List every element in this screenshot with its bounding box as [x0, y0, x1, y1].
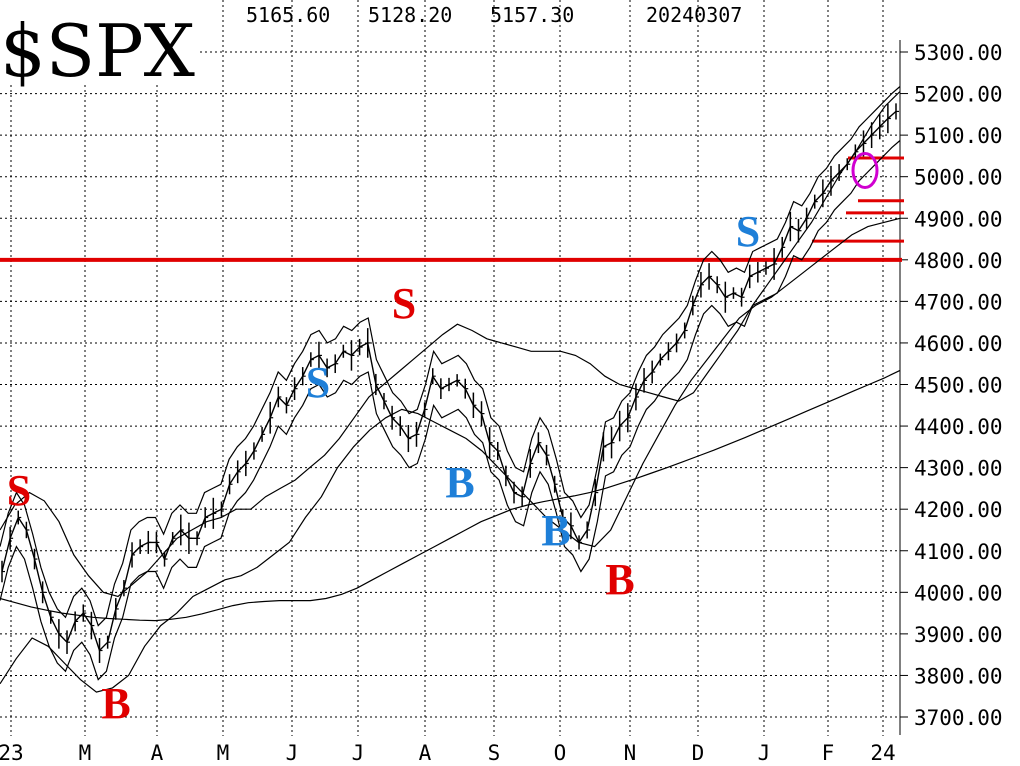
header-close: 5157.30 [490, 3, 574, 27]
signal-label-b: B [605, 555, 634, 604]
signal-label-b: B [445, 458, 474, 507]
x-tick-label: A [151, 741, 164, 765]
header-high: 5165.60 [246, 3, 330, 27]
x-tick-label: 24 [870, 741, 895, 765]
x-tick-label: S [488, 741, 501, 765]
y-tick-label: 5300.00 [914, 41, 1003, 65]
lower-band-line [0, 217, 901, 693]
grid [0, 0, 908, 736]
inner-upper-band-line [0, 86, 901, 627]
y-tick-label: 4300.00 [914, 457, 1003, 481]
signal-label-b: B [101, 679, 130, 728]
y-tick-label: 3700.00 [914, 706, 1003, 730]
moving-average-line [0, 369, 901, 622]
inner-lower-band-line [0, 140, 901, 681]
y-tick-label: 5100.00 [914, 124, 1003, 148]
signal-label-s: S [736, 207, 760, 256]
y-tick-label: 5000.00 [914, 166, 1003, 190]
y-tick-labels: 5300.00 5200.00 5100.00 5000.00 4900.00 4800.… [914, 41, 1003, 730]
y-tick-label: 5200.00 [914, 83, 1003, 107]
horizontal-levels [0, 156, 904, 262]
y-tick-label: 4700.00 [914, 290, 1003, 314]
upper-band-line [0, 91, 901, 598]
x-tick-label: M [79, 741, 92, 765]
x-tick-label: 23 [0, 741, 24, 765]
title-backdrop [0, 0, 200, 84]
signal-label-b: B [541, 506, 570, 555]
signal-label-s: S [7, 466, 31, 515]
y-tick-label: 4500.00 [914, 374, 1003, 398]
x-tick-label: D [692, 741, 705, 765]
y-tick-label: 4400.00 [914, 415, 1003, 439]
series [0, 86, 901, 693]
x-tick-label: J [352, 741, 365, 765]
x-tick-label: F [822, 741, 835, 765]
x-tick-label: A [419, 741, 432, 765]
signal-label-s: S [392, 279, 416, 328]
header-date: 20240307 [646, 3, 742, 27]
price-bars [1, 103, 899, 663]
x-tick-label: N [624, 741, 637, 765]
chart-title: $SPX [0, 9, 195, 93]
y-tick-label: 3900.00 [914, 623, 1003, 647]
x-tick-labels: 23 M A M J J A S O N D J F 24 [0, 741, 896, 765]
highlight-circle [851, 151, 879, 189]
y-tick-label: 4800.00 [914, 249, 1003, 273]
x-tick-label: J [758, 741, 771, 765]
y-tick-label: 4200.00 [914, 498, 1003, 522]
y-tick-label: 4100.00 [914, 540, 1003, 564]
header-low: 5128.20 [368, 3, 452, 27]
signal-label-s: S [306, 358, 330, 407]
y-tick-label: 4000.00 [914, 581, 1003, 605]
x-tick-label: O [554, 741, 567, 765]
y-tick-label: 3800.00 [914, 664, 1003, 688]
x-tick-label: M [217, 741, 230, 765]
x-tick-label: J [286, 741, 299, 765]
y-tick-label: 4600.00 [914, 332, 1003, 356]
y-tick-label: 4900.00 [914, 207, 1003, 231]
